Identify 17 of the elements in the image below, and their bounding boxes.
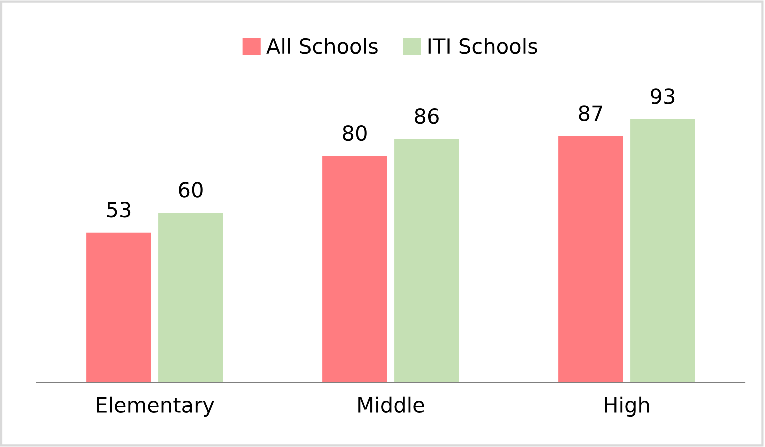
data-label: 60 bbox=[179, 182, 203, 198]
bar bbox=[86, 232, 152, 383]
legend-label: ITI Schools bbox=[428, 38, 538, 54]
x-tick-label: High bbox=[605, 396, 650, 418]
bar bbox=[630, 120, 696, 383]
bar bbox=[158, 213, 224, 383]
x-tick-label: Elementary bbox=[97, 396, 214, 418]
bar bbox=[558, 136, 624, 383]
legend-label: All Schools bbox=[266, 38, 378, 54]
data-label: 53 bbox=[107, 202, 131, 218]
data-label: 93 bbox=[651, 88, 675, 104]
data-label: 87 bbox=[579, 106, 602, 122]
x-tick-label: Middle bbox=[358, 396, 424, 414]
data-label: 80 bbox=[343, 125, 367, 142]
data-label: 86 bbox=[415, 108, 439, 124]
bar bbox=[322, 156, 388, 383]
bar bbox=[394, 139, 460, 383]
